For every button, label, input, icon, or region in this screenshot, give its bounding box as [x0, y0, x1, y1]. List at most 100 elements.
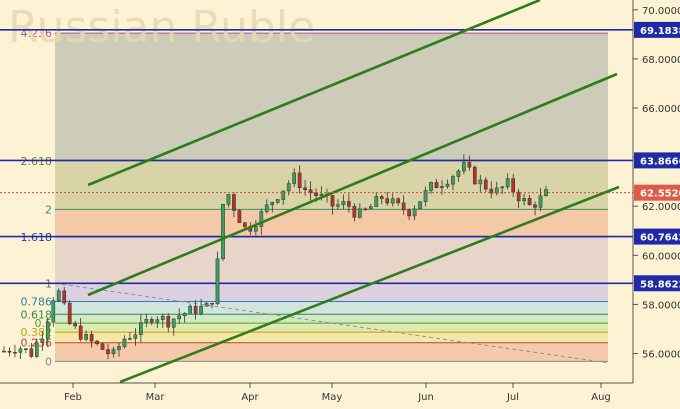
candle-body [253, 226, 258, 232]
candle-body [199, 305, 203, 314]
candle-body [341, 201, 346, 206]
candle-body [270, 202, 275, 206]
fib-level-label: 1.618 [21, 231, 53, 244]
candle-body [7, 350, 12, 353]
candle-body [347, 201, 351, 207]
candle-body [29, 348, 34, 357]
candle-body [144, 319, 149, 323]
candle-body [73, 323, 78, 327]
fib-level-label: 0.382 [21, 326, 53, 339]
candle-body [95, 340, 99, 345]
candle-body [303, 187, 307, 190]
y-tick-label: 58.0000 [642, 300, 680, 311]
candle-body [221, 204, 225, 260]
candle-body [505, 178, 510, 188]
candle-body [275, 199, 280, 203]
channel-line [87, 72, 618, 297]
candle-body [281, 190, 286, 200]
candle-body [13, 352, 17, 354]
candle-body [259, 211, 264, 227]
fib-zone [55, 301, 608, 315]
fib-zone [55, 314, 608, 324]
candle-body [122, 338, 127, 347]
channel-line [87, 0, 541, 187]
level-tag [634, 21, 680, 38]
candle-body [379, 196, 384, 199]
candle-body [489, 188, 494, 194]
dashed-trend-line [54, 282, 609, 364]
fib-zone [55, 332, 608, 343]
candle-body [177, 315, 182, 320]
level-tag [634, 228, 680, 245]
fib-zone [55, 283, 608, 302]
x-tick-label: Jul [506, 392, 519, 403]
candle-body [538, 195, 543, 208]
watermark-text: Russian Ruble [8, 2, 315, 53]
candle-body [434, 182, 439, 189]
candle-body [204, 302, 209, 307]
candle-body [160, 315, 165, 320]
candle-body [472, 166, 477, 185]
candle-body [40, 338, 45, 343]
candle-body [368, 206, 373, 210]
candle-body [308, 189, 313, 193]
candle-body [264, 204, 269, 212]
candle-body [445, 183, 450, 187]
candle-body [78, 325, 83, 340]
candle-body [84, 334, 88, 340]
candle-body [128, 338, 132, 340]
fib-zone [55, 342, 608, 362]
candle-body [467, 162, 472, 168]
x-tick-label: Jun [417, 392, 434, 403]
candle-body [106, 349, 110, 354]
candle-body [500, 186, 505, 189]
current-price-tag-label: 62.5520 [640, 189, 680, 200]
candle-body [215, 258, 220, 305]
fib-level-label: 0 [45, 355, 52, 368]
candle-body [243, 222, 247, 227]
candle-body [412, 208, 417, 217]
candle-body [166, 315, 171, 328]
candle-body [418, 201, 422, 210]
candle-body [533, 204, 537, 208]
fib-level-label: 2 [45, 203, 52, 216]
x-tick-label: Feb [64, 392, 82, 403]
candle-body [292, 172, 297, 184]
candle-body [522, 197, 526, 202]
level-tag-label: 60.7642 [640, 233, 680, 244]
candle-body [67, 302, 72, 325]
candle-body [18, 348, 23, 353]
current-price-tag [634, 184, 680, 201]
candle-body [358, 208, 362, 218]
candle-body [149, 319, 154, 323]
candle-body [193, 305, 198, 314]
x-tick-label: Aug [591, 392, 611, 403]
candle-body [226, 194, 231, 205]
candle-body [232, 194, 236, 211]
candle-body [297, 172, 302, 189]
candle-body [336, 204, 340, 207]
candle-body [396, 198, 401, 204]
y-tick-label: 66.0000 [642, 104, 680, 115]
y-axis-background [633, 0, 680, 405]
candle-body [139, 322, 143, 335]
candle-body [89, 334, 94, 342]
fib-level-label: 0.786 [21, 295, 53, 308]
candle-body [319, 193, 324, 196]
x-tick-label: May [322, 392, 343, 403]
candle-body [51, 300, 56, 323]
y-tick-label: 70.0000 [642, 6, 680, 17]
candle-body [45, 321, 50, 340]
candle-body [527, 197, 532, 206]
y-tick-label: 68.0000 [642, 55, 680, 66]
level-tag [634, 275, 680, 292]
candle-body [237, 210, 242, 223]
candle-body [100, 343, 105, 350]
candle-body [56, 290, 61, 301]
candle-body [352, 206, 357, 218]
x-tick-label: Apr [241, 392, 259, 403]
candle-body [440, 186, 444, 189]
